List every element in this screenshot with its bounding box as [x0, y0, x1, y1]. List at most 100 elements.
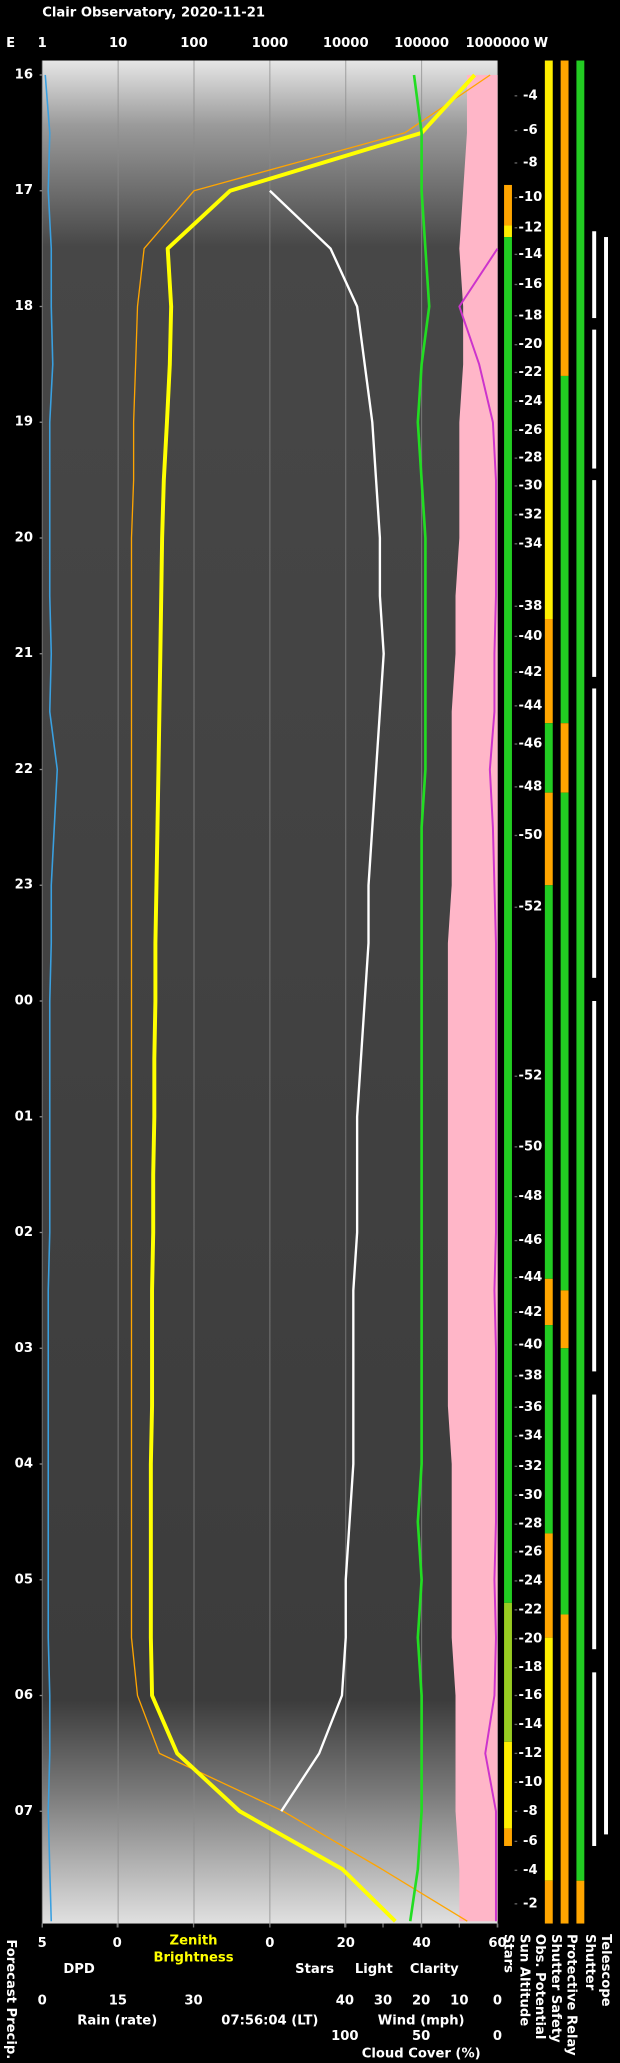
- y-tick-label: 18: [15, 299, 33, 314]
- sun-altitude-label: -12: [519, 220, 543, 235]
- status-segment: [576, 60, 585, 1881]
- status-label: Sun Altitude: [516, 1934, 531, 2026]
- east-label: E: [6, 36, 15, 51]
- series-line: [130, 74, 491, 1922]
- status-segment: [560, 1614, 569, 1924]
- status-segment: [504, 184, 512, 226]
- series-line: [269, 189, 385, 1812]
- sun-altitude-label: -26: [519, 1544, 543, 1559]
- bottom-tick-label: 30: [184, 1994, 202, 2009]
- status-segment: [592, 688, 597, 978]
- sun-altitude-label: -32: [519, 1459, 543, 1474]
- x-tick-label: 10: [109, 36, 127, 51]
- x-tick-label: 1: [38, 36, 47, 51]
- sun-altitude-label: -24: [519, 394, 543, 409]
- y-tick-label: 00: [15, 994, 33, 1009]
- bottom-tick-label: 10: [450, 1994, 468, 2009]
- sun-altitude-label: -6: [523, 1834, 538, 1849]
- bottom-tick-label: 0: [38, 1994, 47, 2009]
- legend-label: Light: [355, 1962, 393, 1977]
- sun-altitude-label: -52: [519, 1069, 543, 1084]
- sun-altitude-label: -8: [523, 155, 538, 170]
- bottom-tick-label: 30: [374, 1994, 392, 2009]
- y-tick-label: 20: [15, 530, 33, 545]
- bottom-tick-label: 40: [336, 1994, 354, 2009]
- legend-label-box: Zenith Brightness: [153, 1934, 234, 1966]
- status-segment: [576, 1880, 585, 1924]
- sun-altitude-label: -48: [519, 1189, 543, 1204]
- bottom-tick-label: 40: [412, 1936, 430, 1951]
- series-line: [408, 74, 431, 1922]
- plot-layer: 1 10 100 1000 10000 100000 1000000 16 17 18 19 20 21…: [15, 36, 529, 1924]
- sun-altitude-label: -46: [519, 1233, 543, 1248]
- sun-altitude-label: -42: [519, 665, 543, 680]
- sun-altitude-label: -44: [519, 698, 543, 713]
- bottom-tick-label: 50: [412, 2029, 430, 2044]
- status-segment: [592, 1672, 597, 1846]
- sun-altitude-label: -24: [519, 1573, 543, 1588]
- y-tick-label: 16: [15, 67, 33, 82]
- status-segment: [544, 60, 553, 620]
- status-segment: [504, 225, 512, 238]
- y-tick-label: 04: [15, 1457, 33, 1472]
- sun-altitude-label: -4: [523, 1863, 538, 1878]
- sun-altitude-label: -40: [519, 1337, 543, 1352]
- status-segment: [592, 1394, 597, 1650]
- sun-altitude-label: -30: [519, 1488, 543, 1503]
- x-tick-label: 1000000: [465, 36, 529, 51]
- sun-altitude-label: -10: [519, 190, 543, 205]
- y-tick-label: 01: [15, 1109, 33, 1124]
- y-tick-label: 06: [15, 1688, 33, 1703]
- sun-altitude-label: -18: [519, 1660, 543, 1675]
- bottom-tick-label: 0: [493, 2029, 502, 2044]
- sun-altitude-label: -50: [519, 828, 543, 843]
- sun-altitude-label: -42: [519, 1305, 543, 1320]
- sun-altitude-label: -22: [519, 365, 543, 380]
- bottom-tick-label: 0: [493, 1994, 502, 2009]
- y-tick-label: 17: [15, 183, 33, 198]
- sun-altitude-label: -34: [519, 1429, 543, 1444]
- y-tick-label: 22: [15, 762, 33, 777]
- sun-altitude-label: -16: [519, 1688, 543, 1703]
- status-segment: [604, 237, 609, 1835]
- bottom-tick-label: 20: [412, 1994, 430, 2009]
- wind-area: [447, 74, 498, 1922]
- status-segment: [544, 723, 553, 793]
- status-segment: [560, 375, 569, 724]
- sun-altitude-label: -28: [519, 1517, 543, 1532]
- legend-label: Stars: [295, 1962, 334, 1977]
- bottom-tick-label: 20: [337, 1936, 355, 1951]
- status-segment: [544, 1278, 553, 1326]
- legend-label: Zenith Brightness: [153, 1934, 234, 1966]
- status-segment: [504, 1828, 512, 1846]
- status-segment: [560, 60, 569, 376]
- status-segment: [592, 1001, 597, 1372]
- sun-altitude-label: -26: [519, 423, 543, 438]
- sun-altitude-label: -4: [523, 88, 538, 103]
- status-segment: [504, 1602, 512, 1742]
- status-segment: [560, 1290, 569, 1349]
- status-segment: [504, 1741, 512, 1829]
- sun-altitude-label: -14: [519, 1717, 543, 1732]
- bottom-tick-label: 100: [331, 2029, 358, 2044]
- bottom-tick-label: 5: [38, 1936, 47, 1951]
- status-segment: [544, 1880, 553, 1924]
- sun-altitude-label: -44: [519, 1270, 543, 1285]
- x-tick-label: 100: [180, 36, 207, 51]
- axis-label: Cloud Cover (%): [362, 2046, 481, 2061]
- y-tick-label: 07: [15, 1804, 33, 1819]
- timestamp: 07:56:04 (LT): [221, 2013, 318, 2028]
- y-tick-label: 19: [15, 415, 33, 430]
- bottom-tick-label: 15: [109, 1994, 127, 2009]
- status-segment: [544, 619, 553, 724]
- sun-altitude-label: -52: [519, 900, 543, 915]
- sun-altitude-label: -48: [519, 779, 543, 794]
- status-segment: [544, 1637, 553, 1881]
- x-tick-label: 1000: [252, 36, 289, 51]
- status-label: Protective Relay: [564, 1934, 579, 2056]
- sun-altitude-label: -40: [519, 629, 543, 644]
- series-line: [458, 248, 499, 1922]
- sun-altitude-label: -6: [523, 123, 538, 138]
